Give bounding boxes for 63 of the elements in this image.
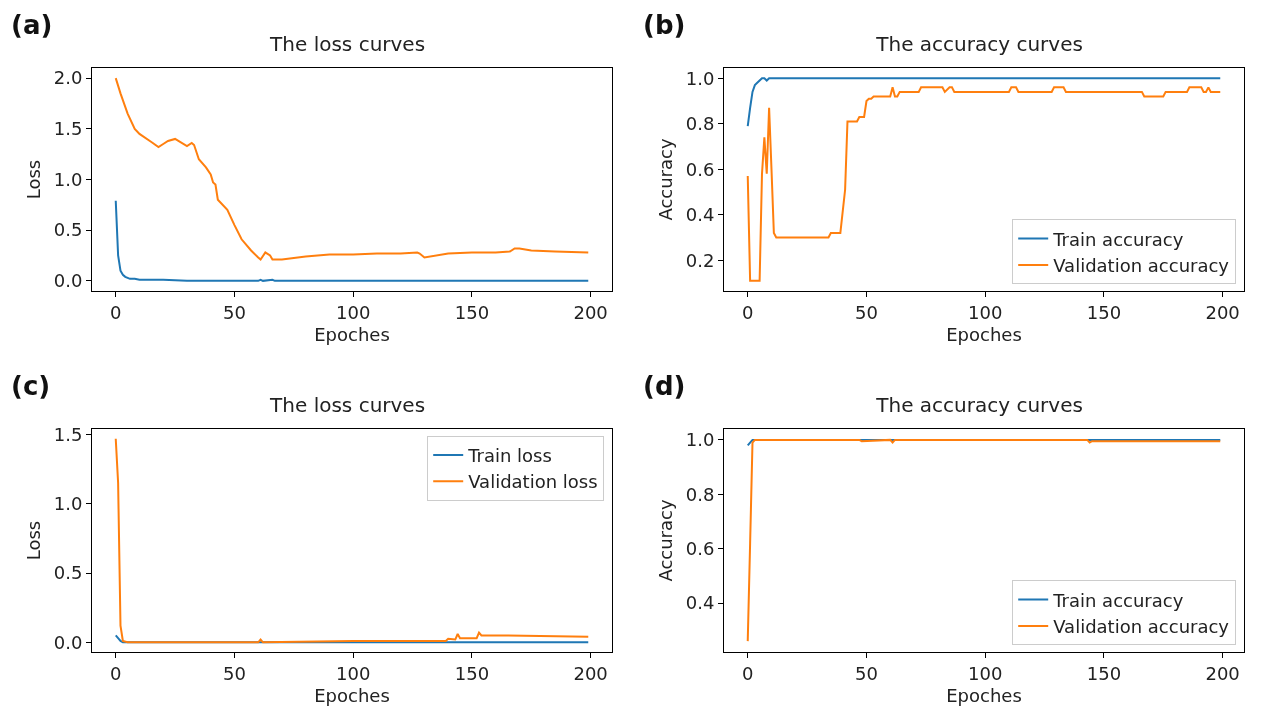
- x-axis-title: Epoches: [946, 684, 1022, 706]
- y-tick-label: 0.8: [685, 113, 715, 135]
- text: (a): [11, 10, 53, 40]
- x-tick-label: 0: [110, 662, 122, 684]
- chart-title: The loss curves: [269, 32, 426, 57]
- x-axis-title: Epoches: [946, 323, 1022, 345]
- y-tick-label: 0.8: [685, 483, 715, 505]
- y-tick-label: 1.0: [53, 168, 83, 190]
- legend-label: Validation accuracy: [1053, 254, 1230, 276]
- x-tick-label: 50: [223, 662, 246, 684]
- line-series: [114, 199, 590, 282]
- y-axis-title: Accuracy: [654, 138, 676, 221]
- line-series: [114, 77, 590, 261]
- y-tick-label: 1.0: [53, 493, 83, 515]
- x-tick-label: 100: [336, 662, 371, 684]
- y-tick-label: 1.0: [685, 67, 715, 89]
- y-axis-title: Loss: [22, 520, 44, 561]
- y-tick-label: 1.5: [53, 423, 83, 445]
- x-tick-label: 200: [573, 301, 608, 323]
- x-tick-label: 100: [336, 301, 371, 323]
- x-axis-title: Epoches: [314, 684, 390, 706]
- legend-label: Validation accuracy: [1053, 615, 1230, 637]
- y-tick-label: 2.0: [53, 67, 83, 89]
- x-tick-label: 100: [968, 662, 1003, 684]
- y-tick-label: 0.0: [53, 631, 83, 653]
- legend-label: Validation loss: [468, 471, 598, 493]
- x-tick-label: 200: [573, 662, 608, 684]
- y-tick-label: 0.6: [685, 158, 715, 180]
- chart-title: The accuracy curves: [875, 32, 1083, 57]
- y-tick-label: 0.0: [53, 270, 83, 292]
- legend-label: Train accuracy: [1052, 589, 1184, 611]
- x-tick-label: 150: [1086, 662, 1122, 684]
- x-tick-label: 100: [968, 301, 1003, 323]
- y-tick-label: 0.4: [685, 204, 715, 226]
- x-tick-label: 150: [454, 301, 490, 323]
- x-axis-title: Epoches: [314, 323, 390, 345]
- x-tick-label: 50: [855, 662, 878, 684]
- legend-label: Train loss: [467, 444, 552, 466]
- y-tick-label: 1.5: [53, 118, 83, 140]
- x-tick-label: 0: [742, 301, 754, 323]
- x-tick-label: 200: [1205, 301, 1240, 323]
- x-tick-label: 50: [223, 301, 246, 323]
- line-series: [746, 77, 1222, 128]
- text: (c): [11, 371, 51, 401]
- text: (b): [643, 10, 686, 40]
- chart-title: The accuracy curves: [875, 393, 1083, 418]
- x-tick-label: 150: [1086, 301, 1122, 323]
- y-tick-label: 1.0: [685, 429, 715, 451]
- legend-label: Train accuracy: [1052, 228, 1184, 250]
- y-tick-label: 0.2: [685, 249, 715, 271]
- y-tick-label: 0.6: [685, 537, 715, 559]
- y-tick-label: 0.5: [53, 562, 83, 584]
- x-tick-label: 0: [110, 301, 122, 323]
- x-tick-label: 0: [742, 662, 754, 684]
- chart-title: The loss curves: [269, 393, 426, 418]
- x-tick-label: 50: [855, 301, 878, 323]
- text: (d): [643, 371, 686, 401]
- x-tick-label: 200: [1205, 662, 1240, 684]
- y-axis-title: Accuracy: [654, 499, 676, 582]
- y-tick-label: 0.5: [53, 219, 83, 241]
- x-tick-label: 150: [454, 662, 490, 684]
- y-tick-label: 0.4: [685, 592, 715, 614]
- y-axis-title: Loss: [22, 159, 44, 200]
